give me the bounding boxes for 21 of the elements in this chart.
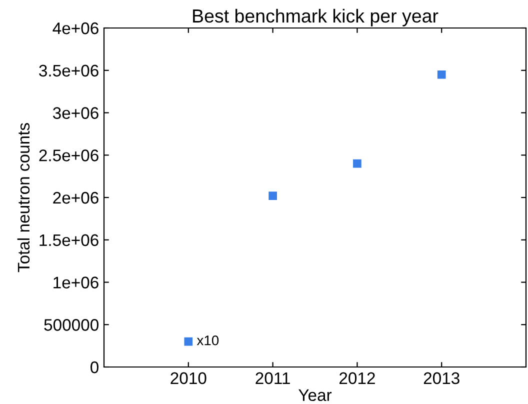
x-axis-title: Year: [298, 389, 332, 402]
point: [268, 192, 277, 200]
point: [184, 337, 193, 346]
point: [437, 70, 446, 79]
y-tick-label: 2.5e+06: [39, 150, 98, 162]
x-tick-label: 2012: [340, 372, 375, 384]
y-tick-label: 4e+06: [52, 22, 98, 34]
chart-title: Best benchmark kick per year: [193, 8, 438, 26]
y-tick-label: 3.5e+06: [39, 64, 98, 77]
x-tick-label: 2010: [170, 372, 206, 384]
y-tick-label: 3e+06: [52, 107, 98, 119]
y-tick-label: 500000: [44, 319, 98, 331]
y-tick-label: 1.5e+06: [40, 234, 98, 246]
x-tick-label: 2013: [424, 372, 460, 384]
y-tick-label: 2e+06: [53, 192, 98, 204]
x-tick-label: 2011: [256, 372, 290, 384]
y-axis-title: Total neutron counts: [17, 123, 30, 272]
annotation: x10: [196, 335, 219, 346]
point: [353, 159, 362, 168]
y-tick-label: 1e+06: [54, 276, 98, 288]
y-tick-label: 0: [90, 361, 98, 374]
